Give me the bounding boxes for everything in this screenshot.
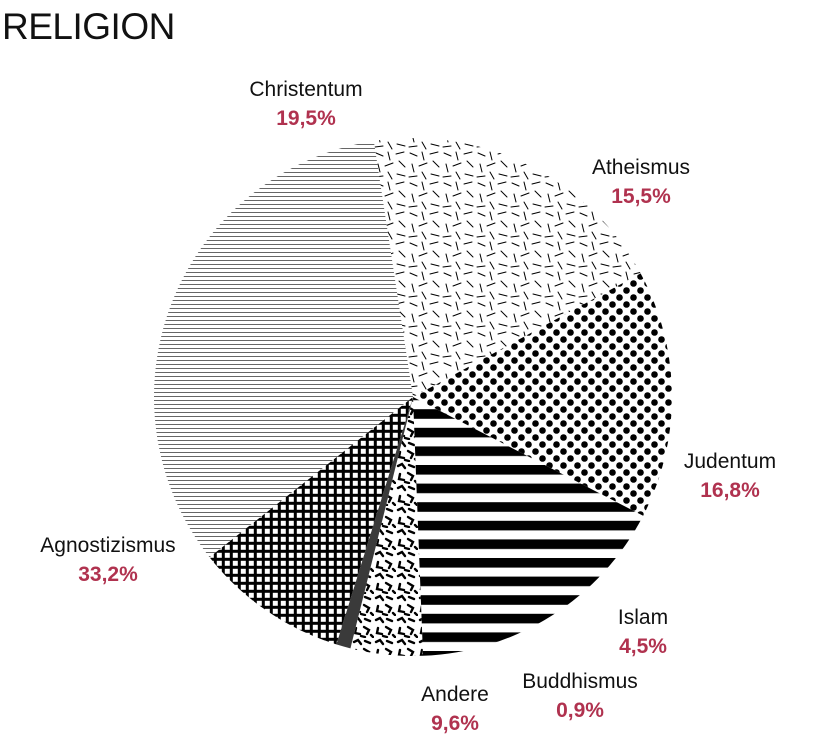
chart-title: RELIGION [2, 6, 175, 47]
slice-value-buddhismus: 0,9% [556, 699, 604, 722]
pie-slice-islam [350, 397, 424, 657]
slice-label-buddhismus: Buddhismus [522, 670, 638, 693]
pie-slice-agnostizismus [153, 140, 413, 558]
slice-label-christentum: Christentum [249, 78, 362, 101]
slice-value-judentum: 16,8% [700, 479, 760, 502]
pie-slice-atheismus [413, 273, 672, 516]
slice-value-islam: 4,5% [619, 635, 667, 658]
pie-slice-judentum [413, 397, 644, 656]
slice-value-christentum: 19,5% [276, 107, 336, 130]
pie-slice-andere [209, 397, 413, 645]
slice-label-atheismus: Atheismus [592, 156, 690, 179]
slice-label-judentum: Judentum [684, 450, 776, 473]
slice-value-atheismus: 15,5% [611, 185, 671, 208]
slice-value-andere: 9,6% [431, 712, 479, 735]
slice-label-andere: Andere [421, 683, 489, 706]
slice-label-agnostizismus: Agnostizismus [40, 534, 175, 557]
slice-label-islam: Islam [618, 606, 668, 629]
slice-value-agnostizismus: 33,2% [78, 563, 138, 586]
pie-slice-christentum [373, 138, 641, 398]
pie-slice-buddhismus [336, 397, 413, 649]
